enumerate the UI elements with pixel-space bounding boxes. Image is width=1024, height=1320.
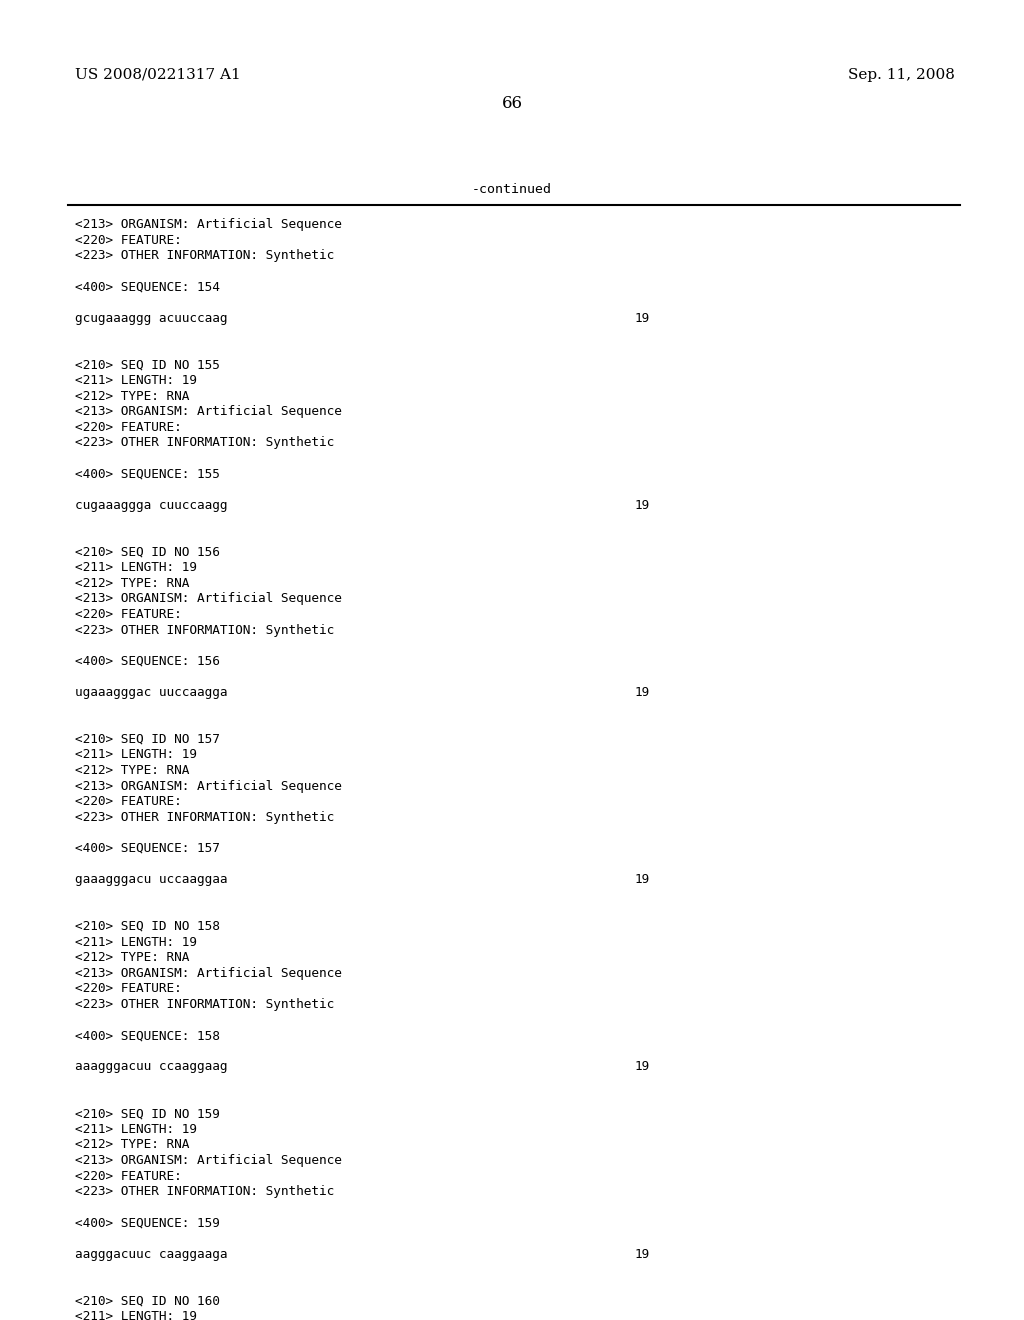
Text: <212> TYPE: RNA: <212> TYPE: RNA (75, 1138, 189, 1151)
Text: <212> TYPE: RNA: <212> TYPE: RNA (75, 952, 189, 964)
Text: <212> TYPE: RNA: <212> TYPE: RNA (75, 577, 189, 590)
Text: <220> FEATURE:: <220> FEATURE: (75, 609, 181, 620)
Text: <211> LENGTH: 19: <211> LENGTH: 19 (75, 748, 197, 762)
Text: <223> OTHER INFORMATION: Synthetic: <223> OTHER INFORMATION: Synthetic (75, 249, 334, 263)
Text: <220> FEATURE:: <220> FEATURE: (75, 1170, 181, 1183)
Text: <213> ORGANISM: Artificial Sequence: <213> ORGANISM: Artificial Sequence (75, 1154, 342, 1167)
Text: 19: 19 (635, 499, 650, 512)
Text: <400> SEQUENCE: 159: <400> SEQUENCE: 159 (75, 1217, 220, 1229)
Text: 19: 19 (635, 1060, 650, 1073)
Text: <223> OTHER INFORMATION: Synthetic: <223> OTHER INFORMATION: Synthetic (75, 1185, 334, 1199)
Text: <213> ORGANISM: Artificial Sequence: <213> ORGANISM: Artificial Sequence (75, 218, 342, 231)
Text: <211> LENGTH: 19: <211> LENGTH: 19 (75, 1309, 197, 1320)
Text: gcugaaaggg acuuccaag: gcugaaaggg acuuccaag (75, 312, 227, 325)
Text: <210> SEQ ID NO 156: <210> SEQ ID NO 156 (75, 545, 220, 558)
Text: <220> FEATURE:: <220> FEATURE: (75, 982, 181, 995)
Text: <223> OTHER INFORMATION: Synthetic: <223> OTHER INFORMATION: Synthetic (75, 437, 334, 449)
Text: <400> SEQUENCE: 155: <400> SEQUENCE: 155 (75, 467, 220, 480)
Text: US 2008/0221317 A1: US 2008/0221317 A1 (75, 69, 241, 82)
Text: <213> ORGANISM: Artificial Sequence: <213> ORGANISM: Artificial Sequence (75, 966, 342, 979)
Text: 66: 66 (502, 95, 522, 112)
Text: <213> ORGANISM: Artificial Sequence: <213> ORGANISM: Artificial Sequence (75, 780, 342, 792)
Text: aaagggacuu ccaaggaag: aaagggacuu ccaaggaag (75, 1060, 227, 1073)
Text: <211> LENGTH: 19: <211> LENGTH: 19 (75, 1123, 197, 1135)
Text: <223> OTHER INFORMATION: Synthetic: <223> OTHER INFORMATION: Synthetic (75, 623, 334, 636)
Text: -continued: -continued (472, 183, 552, 195)
Text: <211> LENGTH: 19: <211> LENGTH: 19 (75, 561, 197, 574)
Text: <220> FEATURE:: <220> FEATURE: (75, 795, 181, 808)
Text: <211> LENGTH: 19: <211> LENGTH: 19 (75, 936, 197, 949)
Text: 19: 19 (635, 874, 650, 886)
Text: ugaaagggac uuccaagga: ugaaagggac uuccaagga (75, 686, 227, 700)
Text: <220> FEATURE:: <220> FEATURE: (75, 234, 181, 247)
Text: <220> FEATURE:: <220> FEATURE: (75, 421, 181, 434)
Text: <212> TYPE: RNA: <212> TYPE: RNA (75, 764, 189, 777)
Text: <213> ORGANISM: Artificial Sequence: <213> ORGANISM: Artificial Sequence (75, 593, 342, 606)
Text: 19: 19 (635, 1247, 650, 1261)
Text: <223> OTHER INFORMATION: Synthetic: <223> OTHER INFORMATION: Synthetic (75, 810, 334, 824)
Text: <400> SEQUENCE: 157: <400> SEQUENCE: 157 (75, 842, 220, 855)
Text: Sep. 11, 2008: Sep. 11, 2008 (848, 69, 955, 82)
Text: <210> SEQ ID NO 157: <210> SEQ ID NO 157 (75, 733, 220, 746)
Text: <210> SEQ ID NO 159: <210> SEQ ID NO 159 (75, 1107, 220, 1121)
Text: <400> SEQUENCE: 156: <400> SEQUENCE: 156 (75, 655, 220, 668)
Text: <223> OTHER INFORMATION: Synthetic: <223> OTHER INFORMATION: Synthetic (75, 998, 334, 1011)
Text: cugaaaggga cuuccaagg: cugaaaggga cuuccaagg (75, 499, 227, 512)
Text: <210> SEQ ID NO 158: <210> SEQ ID NO 158 (75, 920, 220, 933)
Text: <211> LENGTH: 19: <211> LENGTH: 19 (75, 374, 197, 387)
Text: <210> SEQ ID NO 160: <210> SEQ ID NO 160 (75, 1295, 220, 1307)
Text: <210> SEQ ID NO 155: <210> SEQ ID NO 155 (75, 359, 220, 371)
Text: 19: 19 (635, 312, 650, 325)
Text: aagggacuuc caaggaaga: aagggacuuc caaggaaga (75, 1247, 227, 1261)
Text: gaaagggacu uccaaggaa: gaaagggacu uccaaggaa (75, 874, 227, 886)
Text: <212> TYPE: RNA: <212> TYPE: RNA (75, 389, 189, 403)
Text: <213> ORGANISM: Artificial Sequence: <213> ORGANISM: Artificial Sequence (75, 405, 342, 418)
Text: 19: 19 (635, 686, 650, 700)
Text: <400> SEQUENCE: 154: <400> SEQUENCE: 154 (75, 280, 220, 293)
Text: <400> SEQUENCE: 158: <400> SEQUENCE: 158 (75, 1030, 220, 1043)
